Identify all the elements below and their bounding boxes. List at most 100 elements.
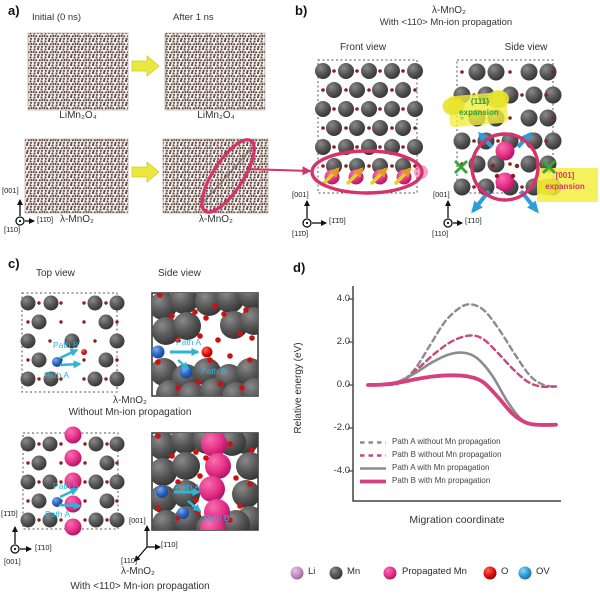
chart-curves (366, 303, 558, 427)
side-view-3d-atoms (152, 293, 258, 396)
axes-glyph-b-front (302, 200, 327, 228)
structure-lmno2-initial (24, 138, 129, 214)
panel-c-structures (10, 292, 259, 562)
li-atom-icon (290, 566, 304, 580)
axis-label--1-10: [1̄1̄0] (1, 509, 18, 518)
x-axis-title: Migration coordinate (409, 514, 505, 526)
panel-a-structures (15, 32, 312, 226)
propagated-mn-circle (470, 132, 540, 202)
ytick--4: -4.0 (333, 465, 350, 476)
caption-without-propagation: Without Mn-ion propagation (68, 407, 192, 418)
atom-legend-ov: OV (536, 566, 550, 577)
caption-lmno2: λ-MnO₂ (121, 566, 155, 577)
path-b-label: Path B (53, 481, 79, 491)
front-view-atoms (315, 63, 423, 186)
expansion-111-word: expansion (459, 108, 499, 117)
structure-lmno2-after (162, 138, 269, 214)
legend-path-a-without: Path A without Mn propagation (392, 437, 501, 446)
propagated-mn-atom (495, 141, 515, 161)
caption-with-propagation: With <110> Mn-ion propagation (70, 581, 210, 592)
side-view-label: Side view (504, 42, 548, 53)
atom-legend-o: O (501, 566, 509, 577)
axis-label-110: [110] (121, 556, 138, 565)
caption-lmno2: λ-MnO₂ (113, 395, 147, 406)
path-b-label: Path B (53, 340, 79, 350)
front-view-label: Front view (339, 42, 387, 53)
path-b-label: Path B (201, 366, 227, 376)
yellow-arrow-icon (131, 161, 160, 183)
path-a-label: Path A (176, 337, 202, 347)
panel-b-label: b) (295, 3, 308, 18)
y-axis-title: Relative energy (eV) (292, 342, 304, 434)
axis-label-001: [001] (4, 557, 21, 566)
axis-label--110: [1̄10] (35, 543, 52, 552)
panel-d-chart (348, 286, 561, 502)
axis-label-001: [001] (129, 516, 146, 525)
panel-d-label: d) (293, 260, 306, 275)
axis-label-110: [110] (4, 225, 21, 234)
side-view-3d-atoms-propagated (152, 433, 258, 530)
column-header-initial: Initial (0 ns) (32, 12, 82, 23)
axis-label-001: [001] (292, 190, 309, 199)
legend-path-a-with: Path A with Mn propagation (392, 463, 490, 472)
chart-legend-samples (360, 441, 386, 484)
mn-atom-icon (329, 566, 343, 580)
path-b-label: Path B (204, 513, 230, 523)
panel-a-label: a) (8, 3, 20, 18)
axis-label-001: [001] (2, 186, 19, 195)
top-view-atoms-propagated (20, 426, 125, 536)
propagated-mn-atom-icon (383, 566, 397, 580)
front-view-cell (317, 59, 418, 194)
migrating-mn-atom (52, 357, 62, 367)
axes-glyph-b-side (443, 200, 463, 228)
side-view-atoms (453, 63, 562, 196)
axis-label-1-10: [11̄0] (292, 229, 309, 238)
caption-lmno2-initial: λ-MnO₂ (60, 214, 94, 225)
panel-c-label: c) (8, 256, 20, 271)
ov-atom-icon (518, 566, 532, 580)
caption-lmno2-after: λ-MnO₂ (199, 214, 233, 225)
ytick-0: 0.0 (336, 379, 350, 390)
o-atom-icon (483, 566, 497, 580)
axis-label-1-10: [11̄0] (37, 215, 54, 224)
side-view-label: Side view (158, 268, 201, 279)
top-view-label: Top view (36, 268, 75, 279)
connector-arrow (247, 166, 312, 176)
axis-label-110: [110] (432, 229, 449, 238)
atom-legend-li: Li (308, 566, 316, 577)
atom-legend-propagated-mn: Propagated Mn (402, 566, 467, 577)
green-x-marks (454, 160, 556, 174)
expansion-001-word: expansion (545, 182, 585, 191)
path-arrows-top-view-propagated (58, 487, 82, 510)
path-a-label: Path A (175, 482, 201, 492)
ytick--2: -2.0 (333, 422, 350, 433)
path-a-label: Path A (45, 509, 71, 519)
axes-glyph-c-left (10, 526, 32, 554)
ytick-2: 2.0 (336, 336, 350, 347)
panel-b-title: λ-MnO₂ (432, 5, 466, 16)
axis-label--110: [1̄10] (161, 540, 178, 549)
path-arrows-top-view (59, 348, 82, 369)
caption-limn2o4-initial: LiMn₂O₄ (59, 110, 97, 121)
axis-label-001: [001] (433, 190, 450, 199)
caption-limn2o4-after: LiMn₂O₄ (197, 110, 235, 121)
axis-label--1-10: [1̄1̄0] (329, 216, 346, 225)
oxygen-dots-center (490, 163, 520, 179)
top-view-atoms (20, 295, 125, 387)
defect-highlight-ellipse (200, 138, 256, 214)
expansion-111-highlight (442, 90, 510, 128)
structure-limn2o4-initial (27, 32, 129, 111)
expansion-001-blob (537, 179, 557, 195)
path-a-label: Path A (44, 370, 70, 380)
axes-glyph-c-right (134, 525, 161, 562)
column-header-after: After 1 ns (173, 12, 214, 23)
yellow-arrow-icon (131, 55, 160, 77)
ytick-4: 4.0 (336, 293, 350, 304)
legend-path-b-with: Path B with Mn propagation (392, 476, 491, 485)
propagated-mn-atom (495, 172, 515, 192)
structure-limn2o4-after (164, 32, 266, 111)
atom-legend-spheres (290, 566, 532, 580)
target-site (81, 349, 87, 355)
